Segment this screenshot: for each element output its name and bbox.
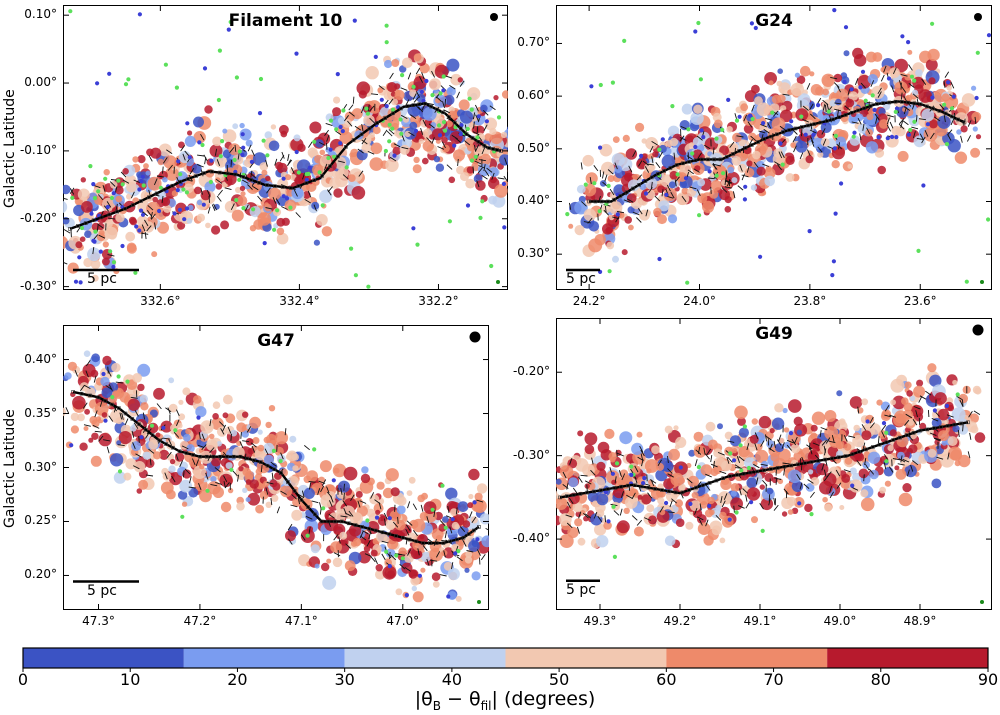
colorbar-tick-label: 80 bbox=[870, 670, 891, 689]
y-tick-label: 0.70° bbox=[517, 35, 550, 50]
panel-title: G49 bbox=[755, 324, 793, 344]
y-tick-label: 0.25° bbox=[24, 513, 57, 528]
colorbar-frame bbox=[22, 647, 989, 669]
x-tick-label: 47.0° bbox=[386, 614, 420, 628]
y-tick-label: -0.30° bbox=[512, 447, 550, 462]
x-tick-label: 24.2° bbox=[572, 294, 606, 308]
x-tick-label: 49.3° bbox=[583, 614, 617, 628]
x-tick-label: 47.3° bbox=[82, 614, 115, 628]
x-tick-label: 23.6° bbox=[903, 294, 937, 308]
x-tick-label: 332.4° bbox=[279, 294, 320, 308]
x-tick-label: 332.6° bbox=[140, 294, 181, 308]
colorbar-tick-label: 30 bbox=[334, 670, 355, 689]
colorbar-bin bbox=[666, 648, 828, 668]
colorbar-bin bbox=[827, 648, 988, 668]
panel-title: G24 bbox=[755, 11, 793, 31]
x-tick-label: 23.8° bbox=[793, 294, 827, 308]
x-tick-label: 332.2° bbox=[418, 294, 459, 308]
y-tick-label: 0.20° bbox=[24, 567, 57, 582]
colorbar-label: |θB − θfil| (degrees) bbox=[414, 688, 596, 713]
colorbar-bin bbox=[505, 648, 667, 668]
colorbar-tick-label: 90 bbox=[977, 670, 999, 689]
colorbar-bin bbox=[23, 648, 184, 668]
x-tick-label: 49.2° bbox=[663, 614, 697, 628]
colorbar-tick-label: 20 bbox=[227, 670, 248, 689]
y-tick-label: 0.30° bbox=[24, 459, 57, 474]
colorbar-tick-label: 0 bbox=[17, 670, 29, 689]
colorbar-tick-label: 50 bbox=[548, 670, 570, 689]
colorbar-bin bbox=[344, 648, 506, 668]
y-tick-label: 0.50° bbox=[517, 140, 550, 155]
colorbar-bin bbox=[183, 648, 345, 668]
panel-title: Filament 10 bbox=[228, 11, 343, 31]
scale-bar-label: 5 pc bbox=[87, 582, 117, 599]
y-tick-label: -0.20° bbox=[512, 364, 550, 379]
y-tick-label: -0.20° bbox=[19, 210, 57, 225]
colorbar-tick-label: 60 bbox=[656, 670, 677, 689]
y-tick-label: -0.40° bbox=[512, 531, 550, 546]
y-tick-label: 0.60° bbox=[517, 88, 550, 103]
colorbar-tick-label: 10 bbox=[120, 670, 141, 689]
y-tick-label: 0.40° bbox=[517, 193, 550, 208]
y-tick-label: 0.35° bbox=[24, 405, 57, 420]
scale-bar-label: 5 pc bbox=[566, 271, 596, 288]
scale-bar-label: 5 pc bbox=[566, 581, 596, 598]
x-tick-label: 24.0° bbox=[683, 294, 716, 308]
y-tick-label: 0.30° bbox=[517, 246, 550, 261]
y-tick-label: 0.10° bbox=[24, 7, 57, 22]
y-tick-label: -0.10° bbox=[19, 142, 57, 157]
y-tick-label: 0.40° bbox=[24, 351, 57, 366]
x-tick-label: 49.1° bbox=[743, 614, 777, 628]
y-tick-label: 0.00° bbox=[24, 75, 57, 90]
x-tick-label: 47.1° bbox=[284, 614, 318, 628]
colorbar-tick-label: 70 bbox=[763, 670, 784, 689]
x-tick-label: 48.9° bbox=[903, 614, 937, 628]
colorbar-tick-label: 40 bbox=[441, 670, 463, 689]
x-tick-label: 47.2° bbox=[183, 614, 217, 628]
panel-title: G47 bbox=[257, 331, 295, 351]
y-tick-label: -0.30° bbox=[19, 278, 57, 293]
scale-bar-label: 5 pc bbox=[87, 271, 117, 288]
x-tick-label: 49.0° bbox=[823, 614, 857, 628]
